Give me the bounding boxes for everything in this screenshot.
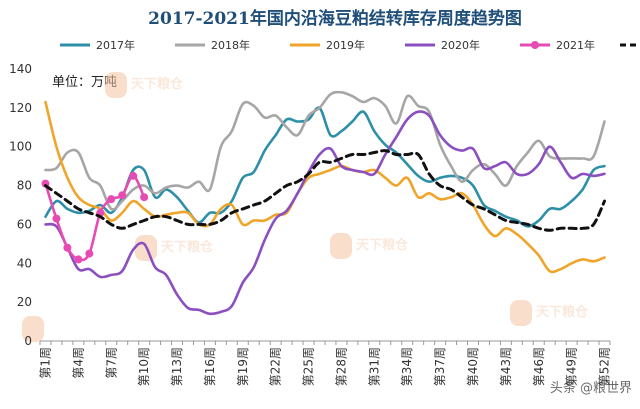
- x-tick-label: 第34周: [400, 347, 414, 386]
- chart-title: 2017-2021年国内沿海豆粕结转库存周度趋势图: [148, 8, 522, 29]
- watermark-emblem-5: [22, 316, 44, 342]
- legend-label: 2020年: [441, 38, 480, 52]
- y-tick-label: 140: [9, 62, 32, 76]
- watermark-emblem-3: [330, 233, 352, 259]
- data-point: [118, 191, 127, 200]
- data-point: [52, 214, 61, 223]
- legend-label: 2019年: [326, 38, 365, 52]
- series-line: [44, 149, 606, 232]
- y-tick-label: 80: [17, 179, 32, 193]
- x-tick-label: 第7周: [104, 347, 118, 379]
- unit-label: 单位：万吨: [52, 75, 117, 90]
- y-tick-label: 20: [17, 295, 32, 309]
- source-watermark: 头条 @粮世界: [550, 380, 632, 396]
- x-tick-label: 第25周: [302, 347, 316, 386]
- legend-label: 2018年: [211, 38, 250, 52]
- axes: 0 20 40 60 80 100 120 140 第1周 第4周 第7周 第10周 第13周 第16周 第…: [9, 62, 611, 386]
- x-tick-label: 第19周: [236, 347, 250, 386]
- data-point: [74, 255, 83, 264]
- y-tick-label: 100: [9, 140, 32, 154]
- watermark-emblem-4: [510, 300, 532, 326]
- y-tick-label: 40: [17, 256, 32, 270]
- data-point: [63, 243, 72, 252]
- x-tick-label: 第49周: [565, 347, 579, 386]
- x-tick-label: 第28周: [334, 347, 348, 386]
- x-tick-label: 第43周: [499, 347, 513, 386]
- watermark-emblem-1: [105, 72, 127, 98]
- series-line: [44, 174, 146, 262]
- series-2017年: [44, 106, 606, 228]
- x-tick-label: 第52周: [598, 347, 612, 386]
- y-tick-label: 120: [9, 101, 32, 115]
- x-tick-label: 第10周: [137, 347, 151, 386]
- watermark-brand-4: 天下粮仓: [536, 304, 589, 320]
- x-tick-label: 第13周: [170, 347, 184, 386]
- series-2021年: [41, 171, 149, 264]
- x-tick-label: 第1周: [38, 347, 52, 379]
- legend-label: 2021年: [556, 38, 595, 52]
- legend-label: 2017年: [96, 38, 135, 52]
- watermark-brand-3: 天下粮仓: [356, 237, 409, 253]
- series-2020年: [44, 110, 606, 316]
- legend: 2017年2018年2019年2020年2021年五年平均: [60, 38, 640, 52]
- series-line: [44, 110, 606, 316]
- watermark-brand-2: 天下粮仓: [161, 239, 214, 255]
- series-五年平均: [44, 149, 606, 232]
- x-tick-label: 第46周: [532, 347, 546, 386]
- x-tick-label: 第40周: [466, 347, 480, 386]
- y-tick-label: 60: [17, 217, 32, 231]
- watermark-logo: 天下粮仓 天下粮仓 天下粮仓 天下粮仓: [22, 72, 589, 342]
- series-layer: [41, 90, 606, 316]
- series-line: [44, 100, 606, 274]
- y-tick-label: 0: [24, 334, 32, 348]
- data-point: [85, 249, 94, 258]
- data-point: [129, 171, 138, 180]
- x-tick-label: 第4周: [71, 347, 85, 379]
- x-tick-label: 第16周: [203, 347, 217, 386]
- series-line: [44, 106, 606, 228]
- legend-marker: [531, 41, 539, 49]
- watermark-brand-1: 天下粮仓: [131, 76, 184, 92]
- series-2019年: [44, 100, 606, 274]
- x-tick-label: 第22周: [269, 347, 283, 386]
- x-tick-label: 第31周: [367, 347, 381, 386]
- x-tick-label: 第37周: [433, 347, 447, 386]
- data-point: [140, 193, 149, 202]
- data-point: [107, 195, 116, 204]
